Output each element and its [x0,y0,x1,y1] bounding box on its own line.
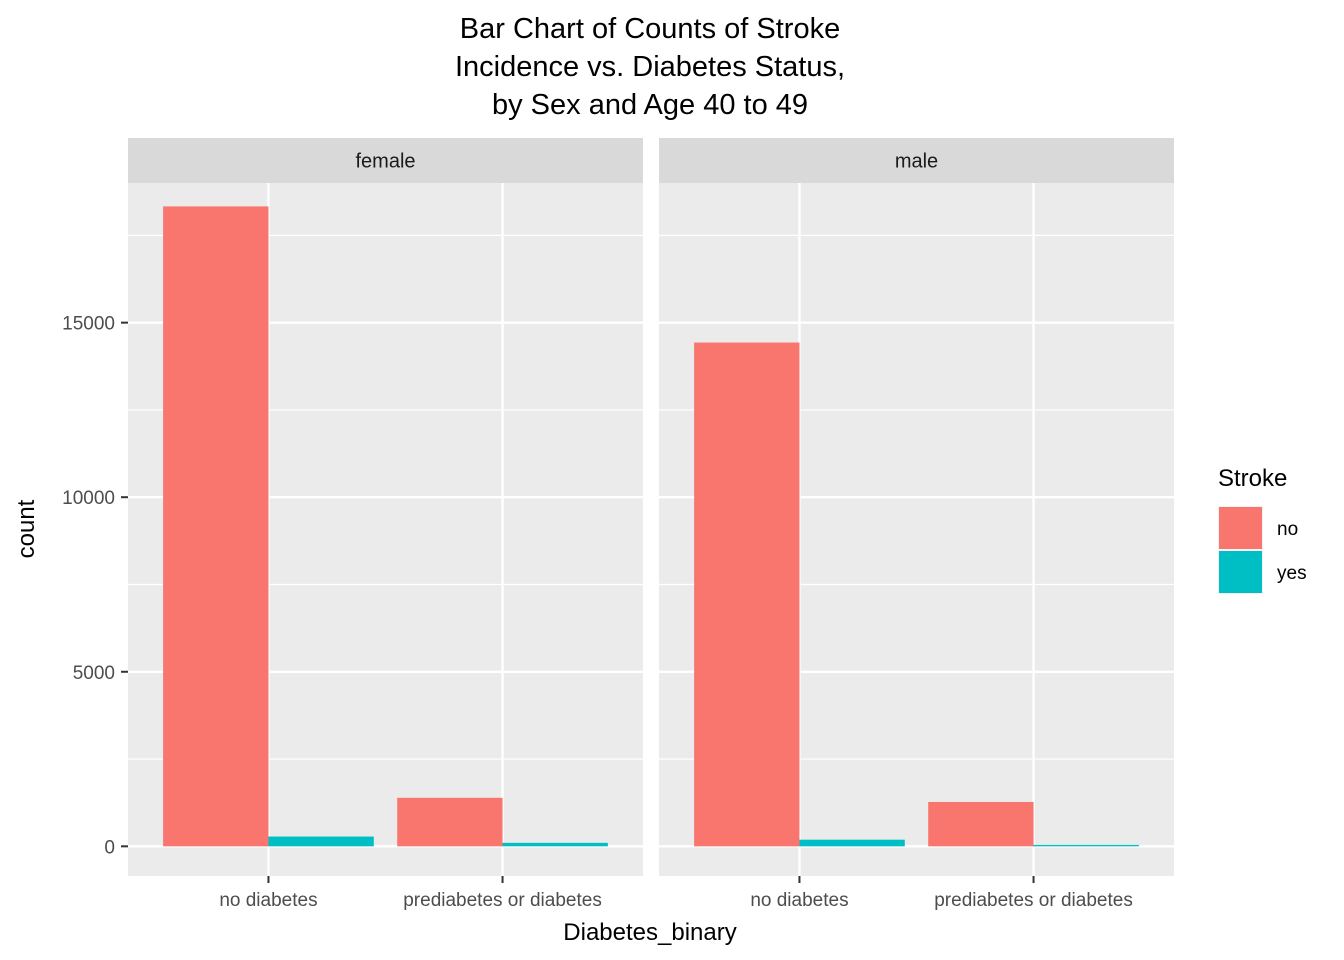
legend-key-no [1219,507,1262,549]
chart-title-line: Incidence vs. Diabetes Status, [455,51,845,83]
y-tick-label: 15000 [62,314,115,335]
facet-panel-male: male [659,138,1174,876]
x-tick-label: no diabetes [750,890,848,911]
chart-title-line: by Sex and Age 40 to 49 [492,89,808,121]
bar-male-no-diabetes-yes [799,839,905,847]
facet-strip [128,138,643,183]
x-axis: no diabetes prediabetes or diabetes no dia… [219,876,1133,911]
legend-key-yes [1219,551,1262,593]
facet-panels: female male [128,138,1174,876]
legend-label-no: no [1277,519,1298,540]
bar-female-no-diabetes-yes [268,836,374,847]
x-axis-title: Diabetes_binary [563,919,736,946]
facet-strip [659,138,1174,183]
legend: Stroke no yes [1218,465,1307,594]
bar-male-prediabetes-or-diabetes-no [928,801,1034,847]
y-axis: 0 5000 10000 15000 [62,314,128,858]
y-tick-label: 5000 [73,663,115,684]
bar-male-no-diabetes-no [694,342,800,847]
facet-strip-label: female [355,151,415,173]
y-tick-label: 10000 [62,488,115,509]
x-tick-label: prediabetes or diabetes [934,890,1133,911]
legend-label-yes: yes [1277,563,1307,584]
y-tick-label: 0 [104,837,115,858]
bar-male-prediabetes-or-diabetes-yes [1033,844,1139,847]
bar-female-prediabetes-or-diabetes-yes [502,842,608,847]
y-axis-title: count [13,499,40,558]
x-tick-label: no diabetes [219,890,317,911]
chart-title: Bar Chart of Counts of Stroke Incidence v… [455,13,845,121]
facet-panel-female: female [128,138,643,876]
x-tick-label: prediabetes or diabetes [403,890,602,911]
bar-female-no-diabetes-no [163,206,269,847]
bar-female-prediabetes-or-diabetes-no [397,797,503,847]
legend-title: Stroke [1218,465,1287,492]
chart-title-line: Bar Chart of Counts of Stroke [460,13,840,45]
facet-strip-label: male [895,151,938,173]
